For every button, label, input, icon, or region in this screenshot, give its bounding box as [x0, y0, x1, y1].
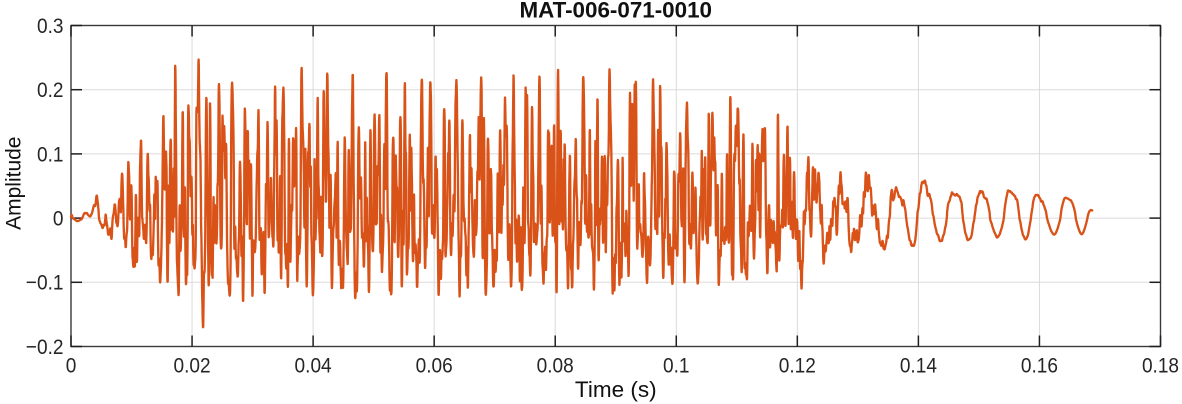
svg-text:0.14: 0.14: [900, 353, 937, 377]
svg-text:Amplitude: Amplitude: [3, 137, 26, 230]
svg-text:0.02: 0.02: [174, 353, 211, 377]
svg-text:−0.2: −0.2: [26, 335, 64, 359]
svg-text:0.04: 0.04: [295, 353, 332, 377]
svg-text:0.16: 0.16: [1021, 353, 1058, 377]
svg-text:0.3: 0.3: [37, 14, 64, 38]
svg-text:0.06: 0.06: [416, 353, 453, 377]
svg-text:0.18: 0.18: [1142, 353, 1179, 377]
svg-text:0: 0: [66, 353, 77, 377]
svg-text:0: 0: [53, 206, 64, 230]
svg-text:Time (s): Time (s): [575, 377, 657, 402]
svg-text:0.1: 0.1: [663, 353, 690, 377]
svg-text:−0.1: −0.1: [26, 271, 64, 295]
svg-text:0.08: 0.08: [537, 353, 574, 377]
svg-text:0.1: 0.1: [37, 142, 64, 166]
svg-text:MAT-006-071-0010: MAT-006-071-0010: [520, 0, 713, 23]
svg-text:0.12: 0.12: [779, 353, 816, 377]
svg-text:0.2: 0.2: [37, 78, 64, 102]
